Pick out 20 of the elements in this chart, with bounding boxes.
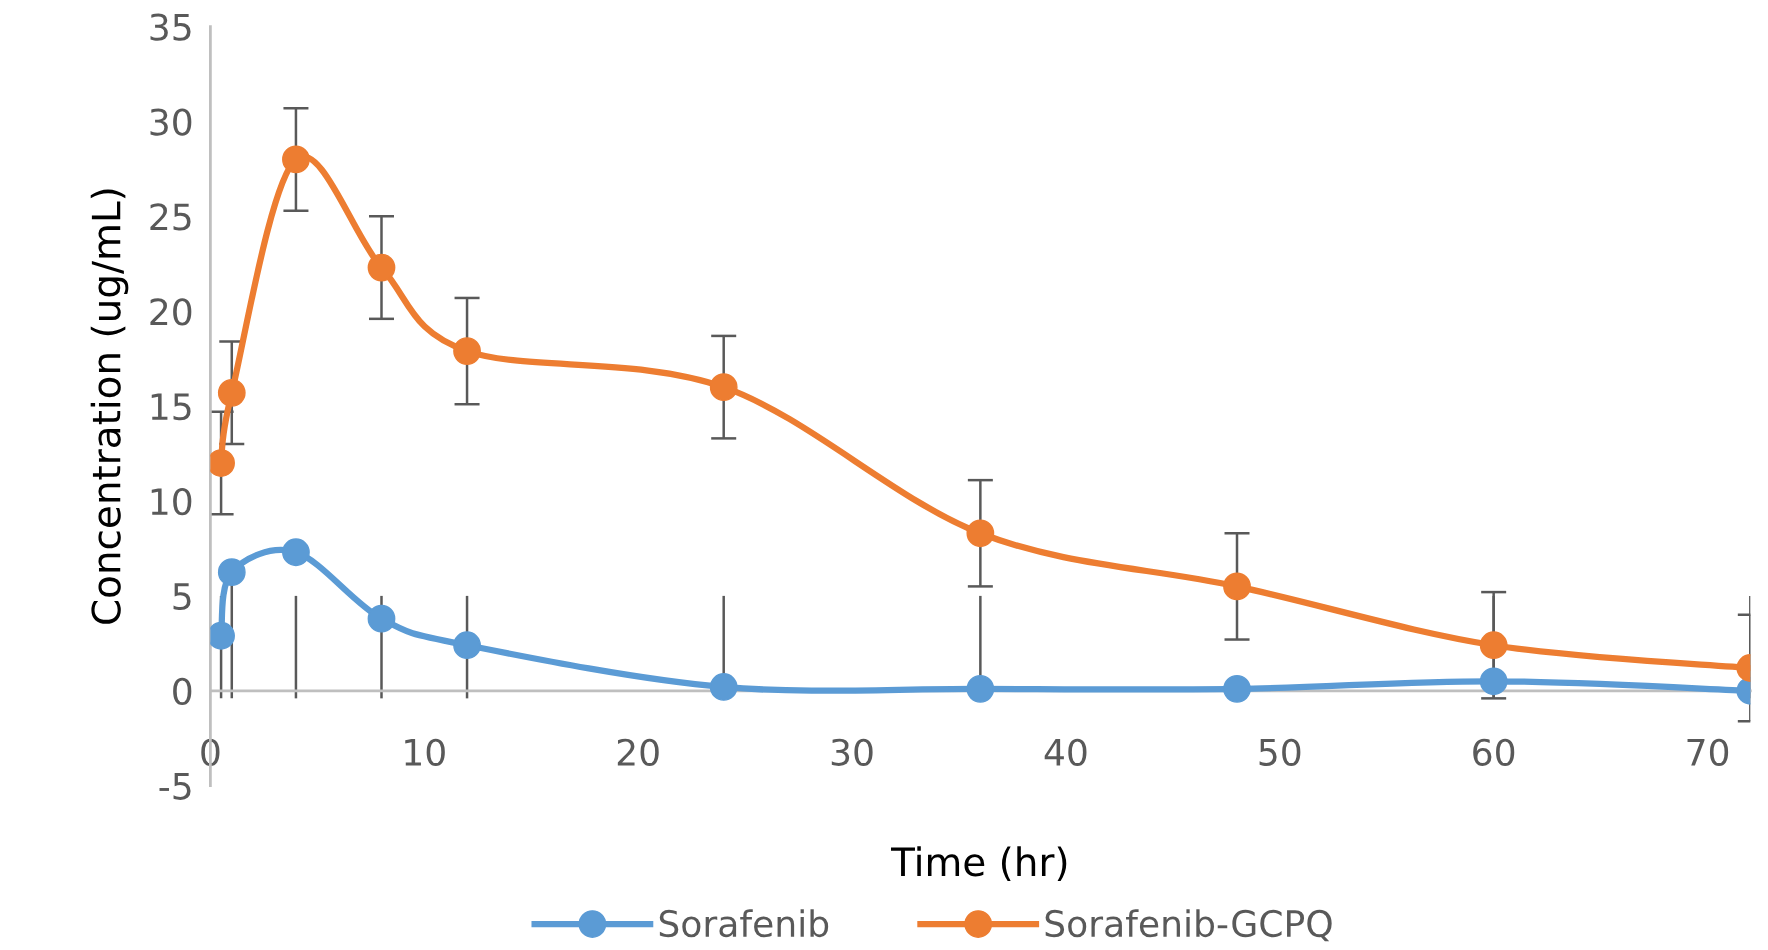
x-tick-label: 70	[1687, 738, 1729, 766]
y-tick-label: 5	[173, 583, 191, 611]
y-tick-label: 0	[173, 677, 192, 705]
y-tick-label: 25	[150, 203, 191, 231]
x-tick-label: 30	[831, 738, 873, 766]
y-tick-label: 35	[150, 13, 191, 41]
y-tick-label: 20	[150, 298, 192, 326]
x-tick-label: 20	[617, 738, 659, 766]
y-axis-title: Concentration (ug/mL)	[90, 189, 129, 624]
y-tick-label: -5	[159, 773, 191, 800]
y-tick-label: 15	[151, 393, 191, 421]
x-tick-label: 50	[1259, 738, 1301, 766]
x-tick-label: 60	[1473, 738, 1515, 766]
y-tick-label: 30	[150, 108, 192, 136]
x-tick-label: 40	[1044, 738, 1087, 766]
x-tick-label: 10	[405, 738, 445, 766]
y-tick-label: 10	[151, 487, 192, 516]
x-axis-title: Time (hr)	[891, 846, 1067, 882]
legend-label: Sorafenib	[659, 909, 829, 938]
legend-label: Sorafenib-GCPQ	[1045, 909, 1332, 942]
